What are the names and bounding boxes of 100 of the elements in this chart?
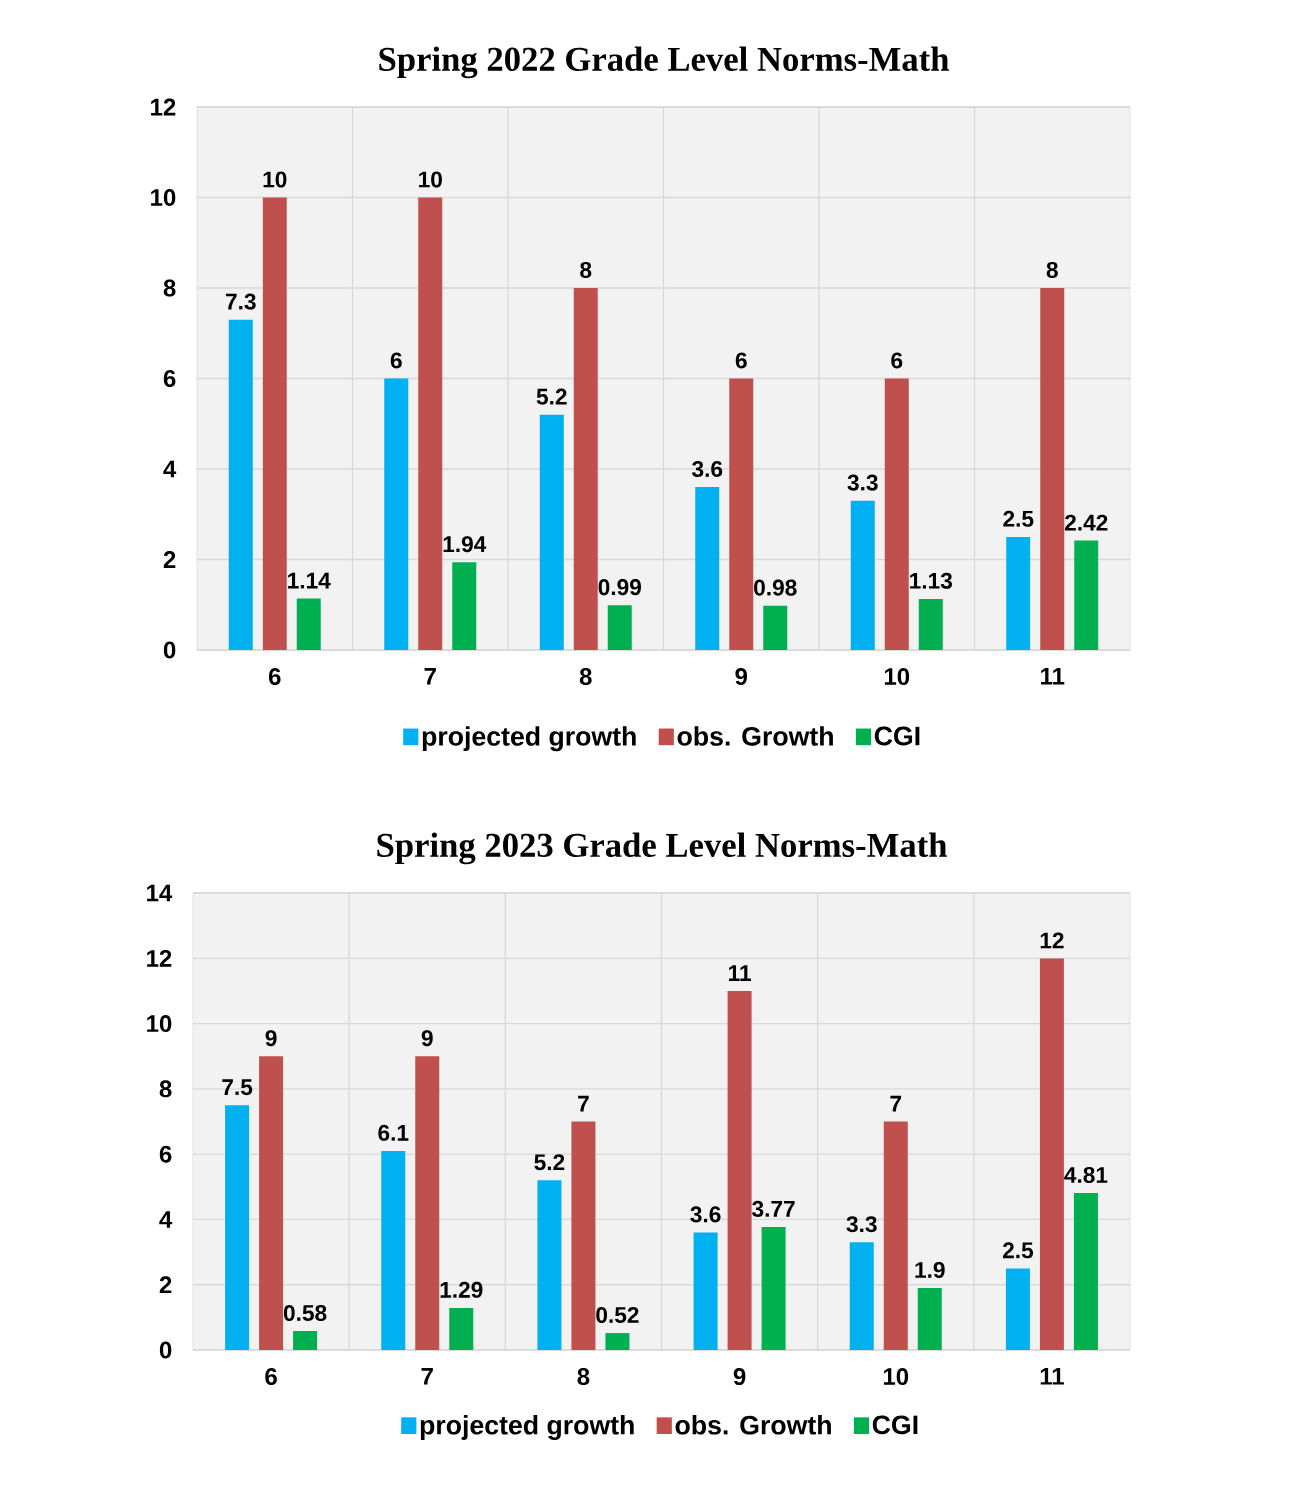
bar — [695, 487, 720, 651]
legend-label: projected growth — [422, 726, 636, 752]
chart-title: Spring 2022 Grade Level Norms-Math — [379, 46, 949, 79]
bar — [1073, 1193, 1098, 1351]
data-label: 1.9 — [915, 1261, 945, 1278]
data-label: 0.98 — [754, 579, 797, 596]
bar — [381, 1150, 406, 1351]
x-tick-label: 7 — [421, 1368, 433, 1385]
bar — [225, 1105, 250, 1351]
bar — [763, 605, 788, 651]
bar — [296, 598, 321, 651]
y-tick-label: 8 — [163, 279, 176, 297]
chart-title: Spring 2023 Grade Level Norms-Math — [377, 832, 947, 865]
data-label: 2.5 — [1002, 1242, 1034, 1259]
y-tick-label: 10 — [147, 1015, 172, 1033]
bar — [884, 378, 909, 651]
bar — [918, 598, 943, 651]
data-label: 6.1 — [378, 1124, 409, 1141]
data-label: 8 — [580, 261, 592, 278]
data-label: 2.42 — [1064, 514, 1108, 531]
y-tick-label: 0 — [159, 1341, 172, 1359]
data-label: 10 — [263, 171, 287, 188]
bar — [573, 288, 598, 651]
bar — [917, 1288, 942, 1351]
x-tick-label: 10 — [884, 668, 910, 686]
data-label: 9 — [421, 1030, 433, 1047]
data-label: 3.6 — [692, 460, 723, 478]
y-tick-label: 6 — [159, 1145, 172, 1163]
x-tick-label: 8 — [579, 668, 592, 686]
x-tick-label: 9 — [735, 668, 748, 686]
x-tick-label: 7 — [424, 668, 436, 685]
bar — [607, 605, 632, 651]
data-label: 10 — [419, 171, 442, 188]
x-tick-label: 6 — [265, 1368, 277, 1386]
y-tick-label: 6 — [163, 370, 176, 387]
data-label: 1.94 — [443, 536, 487, 553]
legend-label: obs. Growth — [677, 726, 833, 746]
bar — [605, 1333, 630, 1351]
y-tick-label: 2 — [159, 1276, 172, 1294]
data-label: 12 — [1040, 932, 1064, 949]
data-label: 0.58 — [283, 1304, 327, 1322]
data-label: 5.2 — [534, 1154, 565, 1171]
bar — [452, 562, 477, 651]
bar — [384, 378, 409, 651]
bar — [1074, 540, 1099, 651]
x-tick-label: 11 — [1041, 668, 1065, 685]
y-tick-label: 4 — [163, 460, 177, 478]
y-tick-label: 14 — [147, 884, 173, 902]
bar — [1005, 1268, 1030, 1351]
y-tick-label: 12 — [151, 98, 176, 116]
data-label: 3.6 — [690, 1206, 721, 1223]
bar — [727, 990, 752, 1351]
bar — [849, 1242, 874, 1351]
y-tick-label: 0 — [163, 641, 176, 659]
data-label: 7 — [890, 1095, 902, 1112]
data-label: 0.52 — [596, 1306, 639, 1324]
data-label: 8 — [1046, 261, 1058, 278]
x-tick-label: 11 — [1040, 1368, 1064, 1385]
bar — [571, 1121, 596, 1351]
bar — [761, 1226, 786, 1351]
bar — [729, 378, 754, 651]
x-tick-label: 8 — [577, 1368, 590, 1386]
legend-label: projected growth — [420, 1415, 634, 1440]
bar — [1039, 958, 1064, 1351]
y-tick-label: 12 — [147, 949, 172, 967]
legend-label: CGI — [872, 1415, 918, 1435]
data-label: 1.14 — [288, 572, 331, 589]
y-tick-label: 2 — [163, 551, 176, 568]
data-label: 3.3 — [847, 474, 878, 491]
y-tick-label: 10 — [151, 189, 176, 206]
data-label: 0.99 — [598, 579, 641, 596]
bar — [259, 1056, 284, 1351]
bar — [1040, 288, 1065, 651]
data-label: 3.3 — [846, 1216, 877, 1233]
bar — [1006, 536, 1031, 651]
y-tick-label: 8 — [159, 1080, 172, 1098]
bar — [850, 500, 875, 651]
bar — [415, 1056, 440, 1351]
x-tick-label: 10 — [883, 1368, 909, 1386]
data-label: 7 — [578, 1095, 589, 1112]
bar — [262, 197, 287, 651]
data-label: 1.29 — [440, 1281, 483, 1298]
data-label: 6 — [891, 352, 903, 369]
y-tick-label: 4 — [159, 1211, 173, 1228]
bar — [693, 1232, 718, 1351]
bar — [537, 1180, 562, 1351]
data-label: 6 — [735, 352, 747, 369]
data-label: 4.81 — [1064, 1166, 1108, 1183]
bar — [883, 1121, 908, 1351]
bar — [228, 319, 253, 651]
bar — [449, 1307, 474, 1351]
x-tick-label: 6 — [268, 668, 281, 686]
legend-label: obs. Growth — [675, 1415, 831, 1435]
data-label: 6 — [390, 352, 402, 369]
data-label: 7.5 — [222, 1079, 253, 1096]
bar — [293, 1331, 318, 1351]
data-label: 3.77 — [752, 1200, 795, 1217]
legend-label: CGI — [874, 726, 920, 746]
data-label: 7.3 — [225, 293, 256, 310]
x-tick-label: 9 — [733, 1368, 746, 1386]
